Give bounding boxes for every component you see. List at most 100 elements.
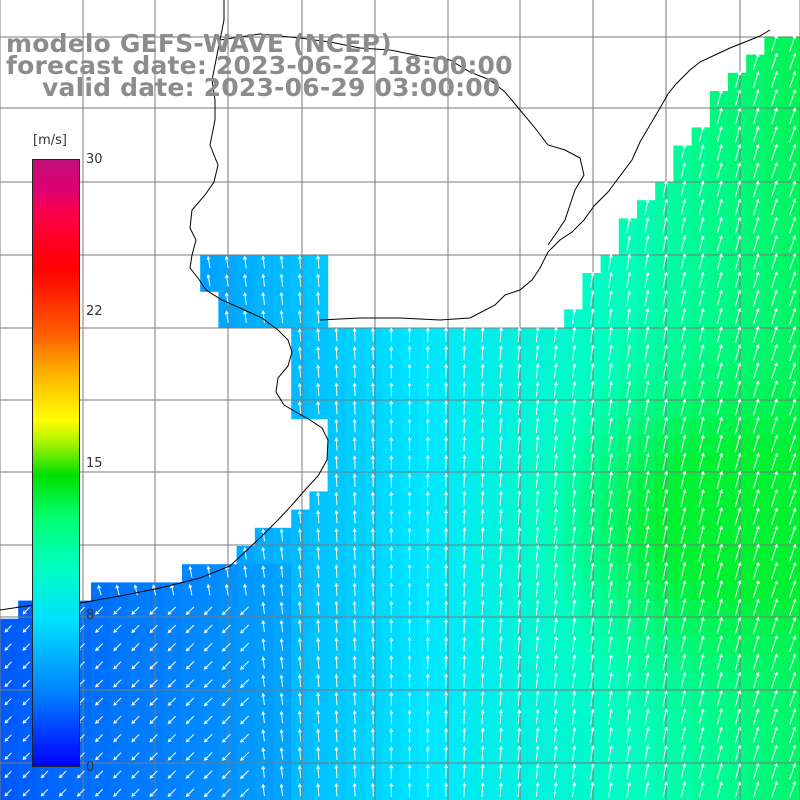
wind-arrow: [662, 398, 668, 416]
wind-arrow: [113, 643, 122, 652]
wind-arrow: [480, 472, 485, 488]
wind-arrow: [734, 216, 742, 234]
wind-arrow: [185, 642, 195, 652]
wind-arrow: [716, 689, 723, 707]
wind-arrow: [133, 584, 138, 596]
wind-arrow: [480, 782, 485, 797]
wind-arrow: [297, 601, 302, 615]
wind-arrow: [499, 435, 503, 452]
wind-arrow: [644, 452, 650, 471]
wind-arrow: [680, 198, 687, 216]
wind-arrow: [626, 434, 632, 453]
wind-arrow: [316, 400, 321, 415]
wind-arrow: [370, 345, 375, 360]
wind-arrow: [644, 326, 650, 343]
wind-arrow: [389, 527, 394, 542]
wind-arrow: [698, 708, 705, 725]
wind-arrow: [297, 400, 302, 415]
wind-arrow: [425, 418, 430, 433]
wind-arrow: [185, 733, 195, 743]
wind-arrow: [334, 491, 339, 506]
wind-arrow: [608, 562, 613, 580]
speed-cell: [782, 782, 800, 800]
wind-arrow: [644, 271, 650, 288]
wind-arrow: [771, 762, 778, 780]
wind-arrow: [662, 525, 669, 544]
wind-arrow: [572, 580, 577, 598]
wind-arrow: [626, 398, 632, 416]
wind-arrow: [662, 362, 668, 380]
wind-arrow: [498, 781, 503, 797]
wind-arrow: [462, 691, 467, 706]
wind-arrow: [240, 679, 250, 689]
wind-arrow: [221, 770, 231, 780]
wind-arrow: [334, 364, 339, 378]
wind-arrow: [789, 452, 797, 471]
wind-arrow: [389, 509, 394, 524]
wind-arrow: [608, 543, 613, 562]
wind-arrow: [771, 708, 778, 725]
wind-arrow: [389, 709, 394, 724]
wind-arrow: [716, 234, 723, 252]
wind-arrow: [680, 543, 687, 562]
wind-arrow: [752, 380, 760, 398]
wind-arrow: [698, 452, 705, 471]
wind-arrow: [716, 271, 723, 289]
wind-arrow: [626, 781, 632, 798]
wind-arrow: [608, 726, 613, 743]
wind-arrow: [662, 180, 668, 197]
wind-arrow: [753, 307, 760, 325]
wind-arrow: [716, 488, 724, 508]
wind-arrow: [480, 654, 485, 670]
wind-arrow: [334, 437, 339, 451]
wind-arrow: [407, 491, 412, 506]
wind-arrow: [734, 653, 742, 671]
wind-arrow: [608, 763, 613, 780]
wind-arrow: [462, 527, 467, 543]
wind-arrow: [149, 697, 158, 707]
wind-arrow: [462, 363, 467, 379]
wind-arrow: [185, 715, 195, 725]
wind-arrow: [203, 788, 213, 798]
wind-arrow: [789, 616, 797, 635]
wind-arrow: [498, 618, 503, 634]
wind-arrow: [698, 507, 705, 526]
wind-arrow: [680, 690, 687, 707]
wind-arrow: [662, 726, 668, 743]
wind-arrow: [572, 672, 577, 689]
wind-arrow: [389, 655, 394, 670]
wind-arrow: [734, 362, 742, 380]
wind-arrow: [58, 788, 67, 797]
wind-arrow: [389, 473, 394, 488]
wind-arrow: [149, 734, 158, 743]
wind-arrow: [771, 34, 778, 52]
wind-arrow: [753, 325, 760, 343]
wind-arrow: [131, 734, 140, 743]
wind-arrow: [261, 273, 266, 287]
wind-arrow: [771, 362, 778, 380]
wind-arrow: [771, 635, 778, 653]
wind-arrow: [698, 344, 705, 361]
wind-arrow: [789, 234, 797, 252]
wind-arrow: [789, 635, 797, 653]
wind-arrow: [94, 606, 104, 615]
wind-arrow: [753, 671, 760, 689]
wind-arrow: [698, 671, 705, 689]
wind-arrow: [734, 744, 742, 762]
wind-arrow: [752, 71, 760, 89]
wind-arrow: [407, 509, 412, 524]
wind-arrow: [480, 691, 485, 706]
wind-arrow: [462, 636, 467, 652]
wind-arrow: [352, 327, 357, 342]
wind-arrow: [662, 543, 669, 562]
wind-arrow: [352, 436, 357, 451]
wind-arrow: [261, 710, 266, 724]
wind-arrow: [553, 617, 558, 634]
wind-arrow: [698, 543, 705, 562]
wind-arrow: [644, 616, 650, 635]
wind-arrow: [590, 326, 595, 343]
wind-arrow: [462, 490, 467, 506]
wind-arrow: [334, 600, 339, 615]
wind-arrow: [279, 783, 284, 797]
wind-arrow: [716, 434, 723, 453]
